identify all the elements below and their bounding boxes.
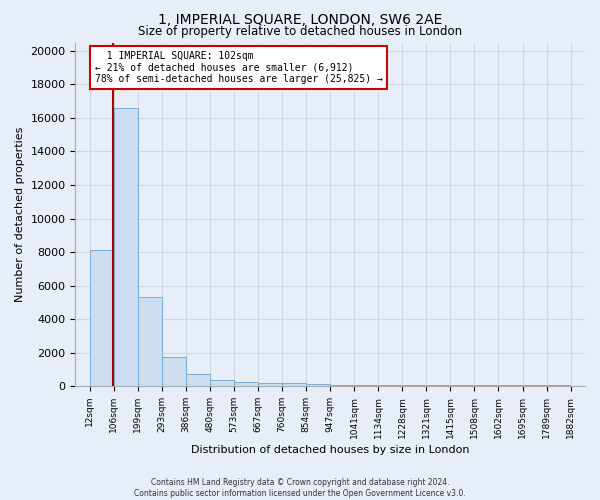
Bar [283,383,306,386]
Bar [186,374,210,386]
Bar [234,382,258,386]
Bar [90,250,113,386]
Bar [210,380,234,386]
Text: Size of property relative to detached houses in London: Size of property relative to detached ho… [138,25,462,38]
Text: 1 IMPERIAL SQUARE: 102sqm
← 21% of detached houses are smaller (6,912)
78% of se: 1 IMPERIAL SQUARE: 102sqm ← 21% of detac… [95,51,383,84]
Bar [307,384,330,386]
Text: Contains HM Land Registry data © Crown copyright and database right 2024.
Contai: Contains HM Land Registry data © Crown c… [134,478,466,498]
X-axis label: Distribution of detached houses by size in London: Distribution of detached houses by size … [191,445,469,455]
Text: 1, IMPERIAL SQUARE, LONDON, SW6 2AE: 1, IMPERIAL SQUARE, LONDON, SW6 2AE [158,12,442,26]
Y-axis label: Number of detached properties: Number of detached properties [15,126,25,302]
Bar [259,383,282,386]
Bar [114,108,137,386]
Bar [138,298,161,386]
Bar [162,357,186,386]
